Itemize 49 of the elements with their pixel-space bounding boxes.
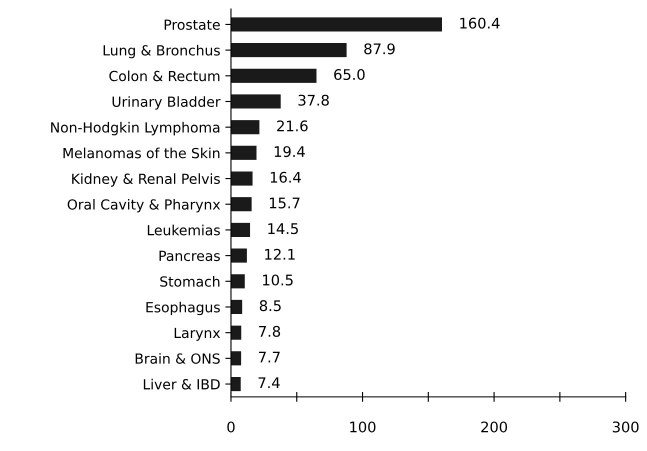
y-tick-label: Prostate (164, 20, 220, 30)
data-label: 8.5 (260, 300, 281, 312)
bar (230, 222, 250, 237)
y-tick-label: Brain & ONS (136, 353, 220, 364)
data-label: 160.4 (460, 18, 500, 29)
data-label: 37.8 (298, 94, 329, 106)
y-tick-label: Esophagus (146, 302, 220, 316)
y-tick-label: Pancreas (160, 250, 220, 262)
y-tick-label: Colon & Rectum (109, 70, 220, 82)
bar (230, 68, 316, 83)
bar (230, 248, 247, 263)
y-tick-label: Kidney & Renal Pelvis (72, 173, 220, 187)
bar (230, 17, 442, 32)
data-label: 7.4 (258, 377, 280, 388)
y-tick-label: Lung & Bronchus (104, 44, 220, 58)
data-label: 21.6 (277, 120, 308, 132)
y-tick-label: Stomach (160, 276, 220, 287)
data-label: 7.7 (258, 352, 280, 362)
y-tick-label: Oral Cavity & Pharynx (68, 198, 220, 212)
data-label: 14.5 (268, 223, 298, 234)
bar (230, 326, 242, 340)
data-label: 16.4 (270, 172, 301, 183)
data-label: 10.5 (263, 274, 293, 286)
y-tick-label: Liver & IBD (144, 378, 220, 390)
x-tick-label: 0 (227, 421, 235, 432)
bar (230, 351, 242, 366)
bar (230, 43, 347, 58)
data-label: 7.8 (259, 326, 280, 337)
y-tick-label: Leukemias (148, 224, 220, 236)
bar (230, 146, 256, 160)
bar (230, 94, 281, 109)
data-label: 12.1 (265, 248, 295, 260)
x-tick-label: 100 (350, 421, 376, 432)
y-tick-label: Melanomas of the Skin (64, 148, 220, 158)
data-label: 19.4 (274, 146, 305, 158)
bar (230, 376, 241, 392)
bar (230, 197, 252, 212)
data-label: 87.9 (364, 43, 395, 54)
bar (230, 120, 260, 134)
x-tick-label: 200 (481, 421, 508, 432)
bar (230, 274, 245, 288)
y-tick-label: Non-Hodgkin Lymphoma (51, 122, 220, 136)
y-tick-label: Larynx (174, 328, 220, 341)
bar (230, 300, 242, 314)
data-label: 15.7 (270, 198, 300, 208)
x-tick-label: 300 (612, 421, 639, 432)
y-tick-label: Urinary Bladder (112, 96, 221, 110)
bar (230, 171, 253, 186)
data-label: 65.0 (334, 69, 365, 80)
